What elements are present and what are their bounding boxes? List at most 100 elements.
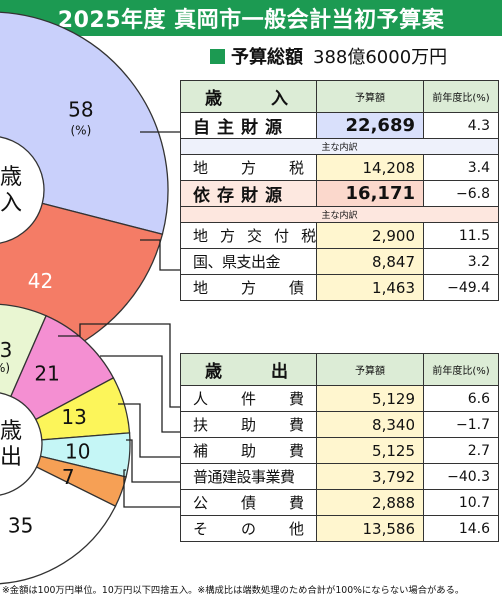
row-label: 地方債 <box>180 274 317 301</box>
row-label-char: 交 <box>247 227 263 245</box>
pie-slice <box>0 11 169 236</box>
row-label: 依存財源 <box>180 180 317 207</box>
revenue-table: 歳入予算額 前年度比(%) 自主財源 22,689 4.3 主な内訳地方税 14,208 3.… <box>180 80 499 301</box>
row-yoy: 4.3 <box>423 112 499 139</box>
page-title-text: 2025年度 真岡市一般会計当初予算案 <box>57 8 445 33</box>
table-row: 地方交付税 2,900 11.5 <box>180 222 499 249</box>
header-amount: 予算額 <box>316 353 424 386</box>
table-header: 歳入予算額 前年度比(%) <box>180 80 499 113</box>
row-label: 人件費 <box>180 385 317 412</box>
row-label-char: そ <box>193 520 209 538</box>
breakdown-subheader: 主な内訳 <box>180 138 499 155</box>
header-label: 歳入 <box>180 80 317 113</box>
row-amount: 5,125 <box>316 437 424 464</box>
table-row: 補 助 費 5,125 2.7 <box>180 437 499 464</box>
row-label-char: 費 <box>288 442 304 460</box>
row-label-char: 費 <box>288 494 304 512</box>
table-row: 普通建設事業費 3,792 −40.3 <box>180 463 499 490</box>
table-row: 自主財源 22,689 4.3 <box>180 112 499 139</box>
pie-center-label: 出 <box>0 445 22 470</box>
budget-total: 予算総額 388億6000万円 <box>210 44 447 68</box>
row-label: 普通建設事業費 <box>180 463 317 490</box>
pie-slice-value: 42 <box>28 269 53 293</box>
breakdown-subheader: 主な内訳 <box>180 206 499 223</box>
row-label-char: 国、県支出金 <box>193 253 281 271</box>
row-label-text: 自主財源 <box>193 118 289 138</box>
row-amount: 3,792 <box>316 463 424 490</box>
header-yoy: 前年度比(%) <box>423 80 499 113</box>
pie-slice-value: 35 <box>8 514 33 538</box>
table-row: 地 方 債 1,463 −49.4 <box>180 274 499 301</box>
pie-slice-value: 13 <box>61 405 86 429</box>
row-label-char: の <box>240 520 256 538</box>
row-label-char: 補 <box>193 442 209 460</box>
row-amount: 14,208 <box>316 154 424 181</box>
row-label-char: 方 <box>240 279 256 297</box>
table-row: 扶 助 費 8,340 −1.7 <box>180 411 499 438</box>
row-amount: 5,129 <box>316 385 424 412</box>
row-yoy: −40.3 <box>423 463 499 490</box>
green-square-icon <box>210 48 225 64</box>
row-label-char: 地 <box>193 227 209 245</box>
pie-slice-value: 13 <box>0 338 12 362</box>
pie-center-label: 歳 <box>0 419 22 444</box>
row-label-char: 助 <box>240 416 256 434</box>
table-row: 国、県支出金 8,847 3.2 <box>180 248 499 275</box>
header-yoy: 前年度比(%) <box>423 353 499 386</box>
budget-total-value: 388億6000万円 <box>313 47 448 68</box>
row-label: 補助費 <box>180 437 317 464</box>
row-amount: 1,463 <box>316 274 424 301</box>
header-amount: 予算額 <box>316 80 424 113</box>
row-label-char: 件 <box>240 390 256 408</box>
row-amount: 8,340 <box>316 411 424 438</box>
row-label-char: 費 <box>288 390 304 408</box>
row-amount: 2,900 <box>316 222 424 249</box>
row-label-char: 助 <box>240 442 256 460</box>
row-label-char: 費 <box>288 416 304 434</box>
pie-center-label: 歳 <box>0 165 22 190</box>
header-label-char: 歳 <box>205 89 222 109</box>
row-label: 扶助費 <box>180 411 317 438</box>
leader-line <box>123 469 180 508</box>
row-yoy: 6.6 <box>423 385 499 412</box>
table-row: 依存財源 16,171 −6.8 <box>180 180 499 207</box>
row-label-char: 方 <box>220 227 236 245</box>
pie-slice <box>0 466 117 585</box>
row-label-char: 方 <box>240 159 256 177</box>
row-label: 地方税 <box>180 154 317 181</box>
header-label-char: 出 <box>271 362 288 382</box>
row-label-char: 税 <box>288 159 304 177</box>
row-label-char: 税 <box>301 227 317 245</box>
table-row: そ の 他 13,586 14.6 <box>180 515 499 542</box>
header-label: 歳出 <box>180 353 317 386</box>
row-label-char: 公 <box>193 494 209 512</box>
row-label-char: 債 <box>288 279 304 297</box>
breakdown-subheader-text: 主な内訳 <box>180 138 499 155</box>
table-row: 地 方 税 14,208 3.4 <box>180 154 499 181</box>
pie-unit-label: (%) <box>70 124 91 138</box>
row-yoy: −1.7 <box>423 411 499 438</box>
row-amount: 2,888 <box>316 489 424 516</box>
table-row: 公 債 費 2,888 10.7 <box>180 489 499 516</box>
row-yoy: 10.7 <box>423 489 499 516</box>
pie-unit-label: (%) <box>0 361 10 375</box>
pie-slice-value: 58 <box>68 98 93 122</box>
pie-slice-value: 21 <box>34 361 59 385</box>
pie-slice-value: 10 <box>65 440 90 464</box>
row-label: 国、県支出金 <box>180 248 317 275</box>
header-label-char: 入 <box>271 89 288 109</box>
expenditure-pie: 13211310735歳出(%) <box>0 303 131 585</box>
footnote: ※金額は100万円単位。10万円以下四捨五入。※構成比は端数処理のため合計が10… <box>2 585 465 596</box>
row-yoy: 3.2 <box>423 248 499 275</box>
pie-slice-value: 7 <box>62 465 75 489</box>
row-yoy: 14.6 <box>423 515 499 542</box>
row-label-char: 債 <box>240 494 256 512</box>
leader-line <box>58 323 180 408</box>
revenue-pie: 58 42 歳入 (%) <box>0 11 169 369</box>
row-label: 地方交付税 <box>180 222 317 249</box>
leader-line <box>126 439 180 483</box>
row-label-char: 扶 <box>193 416 209 434</box>
row-label-char: 普通建設事業費 <box>193 468 295 486</box>
row-yoy: 3.4 <box>423 154 499 181</box>
